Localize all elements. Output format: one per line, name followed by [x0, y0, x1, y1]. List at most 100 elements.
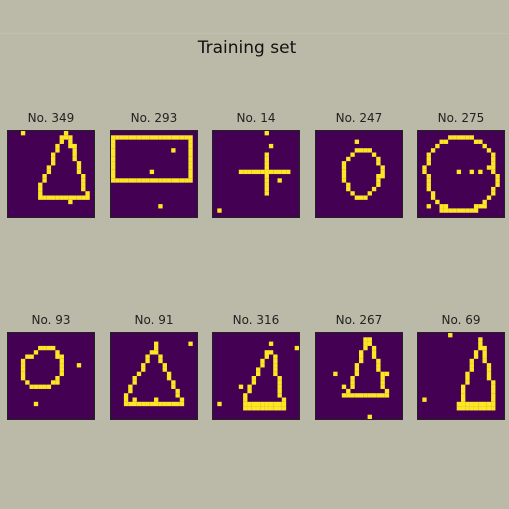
heatmap-cell: [81, 186, 86, 192]
heatmap-cell: [346, 156, 351, 162]
heatmap-cell: [158, 354, 163, 359]
heatmap-cell: [149, 135, 155, 140]
heatmap-cell: [42, 345, 47, 351]
heatmap-cell: [281, 169, 287, 175]
panel-frame: [315, 130, 403, 218]
heatmap-cell: [359, 354, 364, 359]
heatmap-cell: [273, 406, 278, 411]
heatmap-cell: [363, 393, 368, 398]
heatmap-cell: [264, 401, 269, 407]
panel-frame: [417, 130, 505, 218]
heatmap-cell: [188, 165, 193, 170]
heatmap-cell: [38, 345, 43, 351]
heatmap-cell: [486, 195, 492, 200]
heatmap-cell: [154, 178, 159, 183]
heatmap-cell: [380, 371, 385, 377]
heatmap-cell: [179, 397, 185, 402]
panel: No. 293: [110, 111, 198, 218]
heatmap-cell: [376, 367, 381, 372]
heatmap-cell: [166, 135, 172, 140]
heatmap-cell: [422, 397, 427, 402]
heatmap-cell: [162, 367, 167, 372]
heatmap-cell: [376, 178, 381, 183]
heatmap-cell: [268, 143, 274, 149]
heatmap-cell: [247, 388, 252, 394]
heatmap-cell: [179, 135, 185, 140]
heatmap-cell: [256, 401, 261, 407]
heatmap-cell: [141, 367, 146, 372]
heatmap-cell: [465, 371, 470, 377]
heatmap-cell: [426, 152, 431, 157]
heatmap-cell: [465, 401, 470, 407]
heatmap-cell: [380, 380, 385, 385]
heatmap-cell: [465, 135, 470, 140]
heatmap-cell: [367, 414, 372, 420]
heatmap-cell: [251, 401, 257, 407]
heatmap-cell: [354, 148, 360, 153]
heatmap-cell: [111, 139, 116, 144]
heatmap-cell: [486, 376, 492, 381]
heatmap-cell: [384, 371, 390, 377]
heatmap-cell: [38, 191, 43, 196]
heatmap-cell: [123, 397, 129, 402]
heatmap-cell: [491, 161, 496, 166]
heatmap-cell: [154, 135, 159, 140]
panel-frame: [110, 130, 198, 218]
heatmap-cell: [491, 393, 496, 398]
heatmap-cell: [260, 401, 265, 407]
heatmap-cell: [341, 161, 347, 166]
heatmap-cell: [46, 165, 52, 170]
heatmap-cell: [469, 358, 474, 364]
heatmap-cell: [128, 388, 133, 394]
heatmap-cell: [154, 341, 159, 346]
heatmap-cell: [256, 371, 261, 377]
heatmap-cell: [465, 406, 470, 411]
heatmap-cell: [175, 178, 180, 183]
heatmap-cell: [149, 178, 155, 183]
heatmap-background: [316, 131, 402, 217]
heatmap-cell: [59, 358, 64, 364]
heatmap-cell: [426, 178, 431, 183]
heatmap-cell: [448, 135, 453, 140]
heatmap-cell: [264, 152, 269, 157]
heatmap-cell: [128, 401, 133, 407]
top-divider: [0, 33, 509, 34]
heatmap-cell: [111, 174, 116, 179]
heatmap-cell: [473, 350, 479, 355]
heatmap-cell: [149, 169, 155, 175]
heatmap-cell: [111, 135, 116, 140]
heatmap-cell: [264, 406, 269, 411]
heatmap-cell: [260, 406, 265, 411]
heatmap-cell: [264, 169, 269, 175]
heatmap-cell: [256, 169, 261, 175]
heatmap-image: [315, 130, 403, 218]
heatmap-cell: [188, 135, 193, 140]
heatmap-cell: [273, 401, 278, 407]
heatmap-cell: [371, 186, 377, 192]
heatmap-cell: [243, 169, 248, 175]
panel: No. 349: [7, 111, 95, 218]
heatmap-cell: [346, 186, 351, 192]
heatmap-cell: [111, 161, 116, 166]
heatmap-cell: [439, 139, 444, 144]
heatmap-cell: [281, 397, 287, 402]
heatmap-cell: [469, 208, 474, 213]
heatmap-cell: [123, 178, 129, 183]
heatmap-cell: [247, 384, 252, 389]
heatmap-cell: [132, 376, 137, 381]
heatmap-cell: [482, 354, 487, 359]
heatmap-cell: [273, 371, 278, 377]
heatmap-cell: [243, 393, 248, 398]
heatmap-cell: [33, 401, 39, 407]
heatmap-cell: [51, 345, 56, 351]
heatmap-cell: [251, 380, 257, 385]
heatmap-cell: [473, 401, 479, 407]
heatmap-cell: [162, 135, 167, 140]
heatmap-cell: [426, 186, 431, 192]
heatmap-cell: [486, 371, 492, 377]
heatmap-cell: [264, 161, 269, 166]
heatmap-cell: [51, 161, 56, 166]
heatmap-cell: [175, 401, 180, 407]
heatmap-cell: [294, 345, 300, 351]
heatmap-cell: [188, 161, 193, 166]
